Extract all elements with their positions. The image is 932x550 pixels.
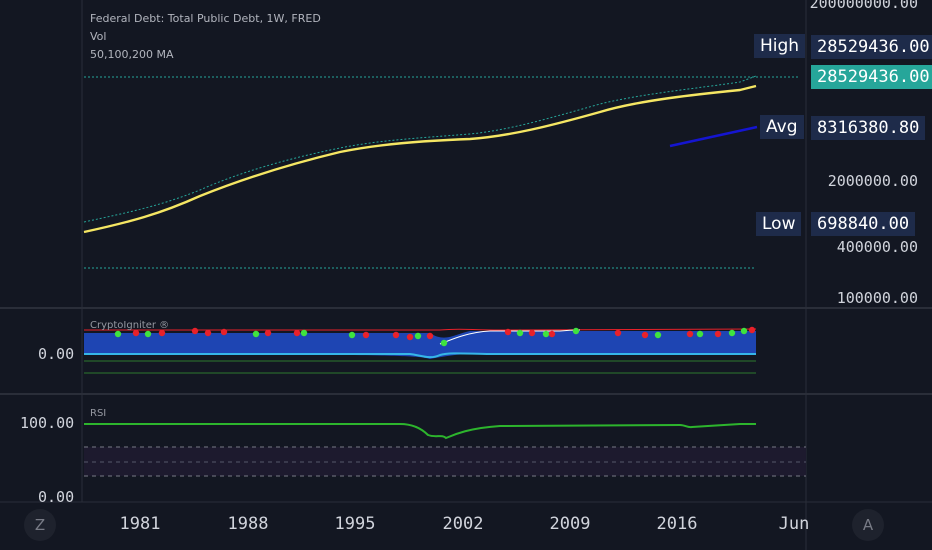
ci-red-dot [392,331,400,339]
price-tick: 2000000.00 [827,172,918,190]
volume-legend[interactable]: Vol [90,30,107,43]
ci-green-dot [516,329,524,337]
ma-legend[interactable]: 50,100,200 MA [90,48,174,61]
ci-red-dot [548,330,556,338]
last-price-tag: 28529436.00 [811,65,932,89]
price-tick: 200000000.00 [809,0,918,12]
low-label: Low [756,212,802,236]
time-tick: 1981 [119,514,161,534]
ci-red-dot [614,329,622,337]
ci-red-dot [714,330,722,338]
ci-green-dot [348,331,356,339]
ci-fill-area [84,331,756,359]
price-tick: 400000.00 [836,238,918,256]
time-tick: 2016 [656,514,698,534]
time-tick: 1988 [227,514,269,534]
time-tick: Jun [778,514,810,534]
low-value: 698840.00 [811,212,916,236]
avg-value: 8316380.80 [811,116,926,140]
ci-signal-dots [114,326,756,347]
ci-green-dot [740,327,748,335]
ci-green-dot [144,330,152,338]
ci-red-dot [132,329,140,337]
rsi-axis-tick: 0.00 [38,488,75,506]
zoom-button[interactable]: Z [24,509,56,541]
time-tick: 1995 [334,514,376,534]
ci-green-dot [696,330,704,338]
ci-green-dot [728,329,736,337]
ci-red-dot [406,333,414,341]
high-value: 28529436.00 [811,35,932,59]
auto-scale-button[interactable]: A [852,509,884,541]
ci-green-dot [114,330,122,338]
ci-red-dot [220,328,228,336]
ci-indicator-title[interactable]: CryptoIgniter ® [90,320,170,331]
symbol-title[interactable]: Federal Debt: Total Public Debt, 1W, FRE… [90,12,321,25]
ci-axis-tick: 0.00 [38,345,75,363]
ci-red-line [84,328,757,331]
ci-red-dot [426,332,434,340]
ci-red-dot [204,329,212,337]
ci-red-dot [158,329,166,337]
ci-red-dot [528,329,536,337]
avg-line [669,125,758,148]
debt-line [83,84,757,234]
ci-red-dot [362,331,370,339]
avg-label: Avg [760,115,804,139]
ci-green-dot [252,330,260,338]
ci-red-dot [293,329,301,337]
ci-green-dot [542,330,550,338]
ci-red-dot [504,328,512,336]
time-tick: 2009 [549,514,591,534]
rsi-indicator-title[interactable]: RSI [90,408,107,419]
moving-average-line [83,75,757,223]
ci-green-dot [440,339,448,347]
ci-red-dot [641,331,649,339]
rsi-line [84,423,756,440]
rsi-axis-tick: 100.00 [20,414,75,432]
ci-red-dot [748,326,756,334]
ci-green-dot [654,331,662,339]
ci-red-dot [686,330,694,338]
price-tick: 100000.00 [836,289,918,307]
time-tick: 2002 [442,514,484,534]
ci-cyan-line [84,352,756,359]
ci-green-dot [572,327,580,335]
ci-red-dot [264,329,272,337]
ci-green-dot [414,332,422,340]
ci-red-dot [191,327,199,335]
ci-green-dot [300,329,308,337]
high-label: High [754,34,806,58]
